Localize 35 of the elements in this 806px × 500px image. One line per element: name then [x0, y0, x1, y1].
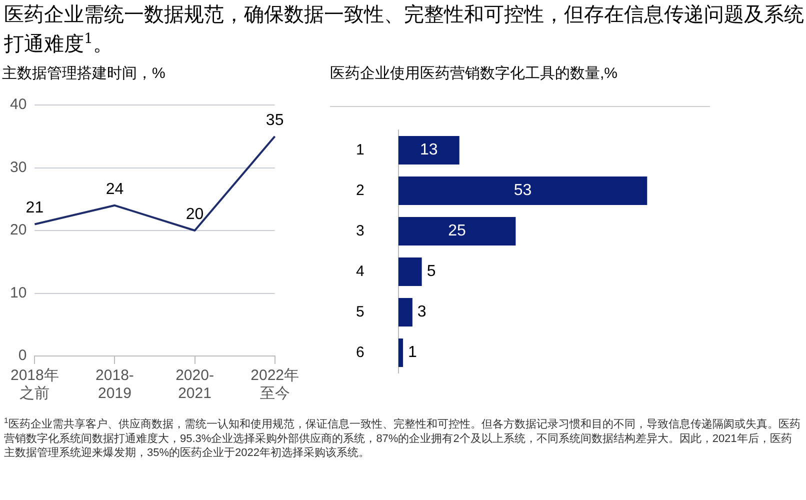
data-label: 1 [408, 344, 418, 362]
y-tick-label: 3 [356, 222, 364, 240]
bar [398, 217, 516, 246]
chart-title: 医药企业使用医药营销数字化工具的数量,% [330, 64, 619, 84]
y-tick-label: 40 [10, 96, 27, 114]
y-tick-label: 20 [10, 222, 27, 239]
data-label: 24 [106, 180, 124, 198]
data-label: 20 [186, 206, 204, 223]
data-label: 53 [514, 182, 532, 200]
data-label: 35 [266, 112, 284, 129]
x-tick-label: 2020-2021 [176, 367, 214, 402]
y-tick-label: 0 [18, 347, 27, 364]
data-label: 3 [417, 304, 426, 321]
y-tick-label: 10 [10, 284, 27, 302]
bar [398, 136, 460, 164]
x-tick-label: 2018-2019 [96, 367, 134, 402]
bar [398, 298, 412, 326]
bar [398, 176, 648, 205]
y-tick-label: 4 [356, 262, 364, 280]
y-tick-label: 2 [356, 182, 364, 199]
bar [398, 258, 422, 286]
data-label: 13 [420, 142, 438, 159]
x-tick-label: 2022年至今 [250, 367, 300, 402]
y-tick-label: 30 [10, 158, 27, 176]
bar [398, 338, 404, 367]
y-tick-label: 6 [356, 344, 364, 361]
y-tick-label: 5 [356, 303, 364, 320]
text: $^{1}$医药企业需共享客户、供应商数据，需统一认知和使用规范，保证信息一致性、完整性和可控性。但各方数据记录习惯和目的不同，导致信息传递隔阂或失真。医药营销数字化系统间数据打通难度大，95.3%企业选择采购外部供应商的系统，87%的企业拥有2个及以上系统，不同系统间数据结构差异大。因此，2021年后，医药主数据管理系统迎来爆发期，35%的医药企业于2022年初选择采购该系统。 [4, 415, 802, 460]
y-tick-label: 1 [356, 141, 364, 158]
text: 医药企业需统一数据规范，确保数据一致性、完整性和可控性，但存在信息传递问题及系统打通难度$^{1}$。 [4, 2, 804, 57]
x-tick-label: 2018年之前 [10, 367, 59, 402]
data-label: 5 [426, 263, 436, 280]
data-label: 21 [26, 200, 44, 217]
data-label: 25 [448, 222, 466, 240]
chart-subtitle: 主数据管理搭建时间，% [2, 64, 166, 84]
